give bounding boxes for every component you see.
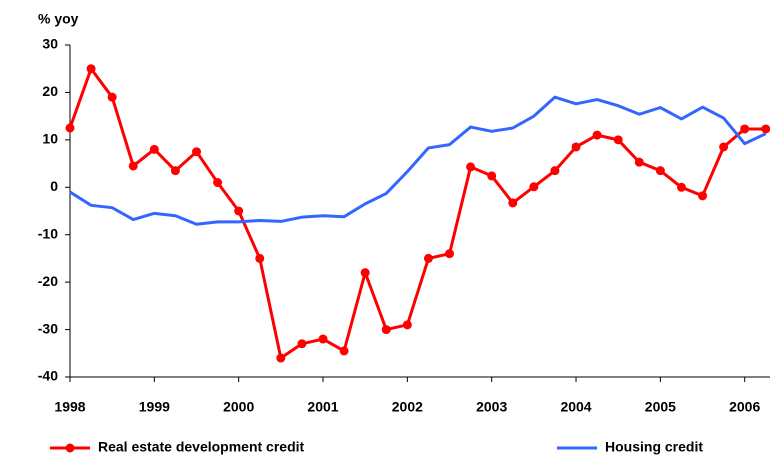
y-tick-label: 0 (50, 178, 58, 194)
data-point (255, 253, 265, 263)
legend-marker (65, 443, 75, 453)
data-point (276, 353, 286, 363)
y-tick-label: -10 (38, 225, 58, 241)
data-point (487, 171, 497, 181)
x-tick-label: 2003 (476, 399, 507, 415)
data-point (318, 334, 328, 344)
data-point (234, 206, 244, 216)
x-tick-label: 2004 (560, 399, 591, 415)
y-tick-label: 20 (42, 83, 58, 99)
data-point (508, 198, 518, 208)
legend-label: Real estate development credit (98, 439, 305, 455)
data-point (149, 144, 159, 154)
data-point (634, 157, 644, 167)
data-point (128, 161, 138, 171)
y-tick-label: 30 (42, 36, 58, 52)
data-point (381, 325, 391, 335)
x-tick-label: 2006 (729, 399, 760, 415)
y-tick-label: -40 (38, 368, 58, 384)
data-point (213, 178, 223, 188)
data-point (676, 182, 686, 192)
x-tick-label: 2005 (645, 399, 676, 415)
data-point (719, 142, 729, 152)
y-tick-label: 10 (42, 131, 58, 147)
data-point (529, 182, 539, 192)
x-tick-label: 1998 (54, 399, 85, 415)
x-tick-label: 1999 (139, 399, 170, 415)
data-point (592, 130, 602, 140)
series-line (68, 67, 766, 360)
data-point (698, 191, 708, 201)
data-point (402, 320, 412, 330)
data-point (170, 166, 180, 176)
data-point (339, 346, 349, 356)
x-tick-label: 2000 (223, 399, 254, 415)
data-point (360, 268, 370, 278)
x-tick-label: 2002 (392, 399, 423, 415)
data-point (65, 123, 75, 133)
data-point (297, 339, 307, 349)
data-point (613, 135, 623, 145)
data-point (192, 147, 202, 157)
data-point (423, 253, 433, 263)
series-line (69, 95, 767, 226)
data-point (571, 142, 581, 152)
data-point (86, 64, 96, 74)
data-point (445, 249, 455, 259)
y-tick-label: -20 (38, 273, 58, 289)
data-point (466, 162, 476, 172)
y-axis-label: % yoy (38, 11, 79, 27)
x-tick-label: 2001 (307, 399, 338, 415)
data-point (550, 166, 560, 176)
legend-label: Housing credit (605, 439, 703, 455)
data-point (761, 124, 770, 134)
data-point (655, 166, 665, 176)
data-point (107, 92, 117, 102)
data-point (740, 124, 750, 134)
y-tick-label: -30 (38, 320, 58, 336)
